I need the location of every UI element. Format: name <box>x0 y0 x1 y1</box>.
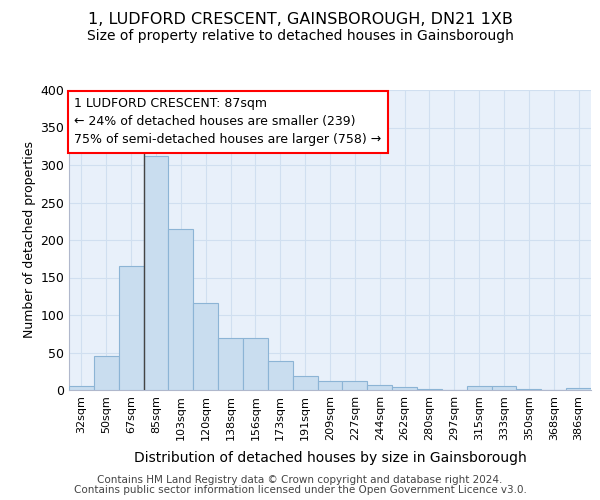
Bar <box>343 381 367 390</box>
Text: 1 LUDFORD CRESCENT: 87sqm
← 24% of detached houses are smaller (239)
75% of semi: 1 LUDFORD CRESCENT: 87sqm ← 24% of detac… <box>74 98 382 146</box>
Bar <box>218 338 243 390</box>
Bar <box>268 361 293 390</box>
Bar <box>243 338 268 390</box>
Y-axis label: Number of detached properties: Number of detached properties <box>23 142 36 338</box>
Bar <box>517 388 541 390</box>
X-axis label: Distribution of detached houses by size in Gainsborough: Distribution of detached houses by size … <box>134 451 526 465</box>
Bar <box>566 388 591 390</box>
Text: Contains public sector information licensed under the Open Government Licence v3: Contains public sector information licen… <box>74 485 526 495</box>
Bar <box>392 387 417 390</box>
Bar <box>69 386 94 390</box>
Bar <box>467 386 491 390</box>
Bar <box>119 266 143 390</box>
Bar <box>94 356 119 390</box>
Text: Size of property relative to detached houses in Gainsborough: Size of property relative to detached ho… <box>86 29 514 43</box>
Bar <box>293 376 317 390</box>
Bar <box>491 386 517 390</box>
Bar <box>317 381 343 390</box>
Bar <box>417 388 442 390</box>
Text: 1, LUDFORD CRESCENT, GAINSBOROUGH, DN21 1XB: 1, LUDFORD CRESCENT, GAINSBOROUGH, DN21 … <box>88 12 512 28</box>
Text: Contains HM Land Registry data © Crown copyright and database right 2024.: Contains HM Land Registry data © Crown c… <box>97 475 503 485</box>
Bar <box>169 229 193 390</box>
Bar <box>143 156 169 390</box>
Bar <box>367 385 392 390</box>
Bar <box>193 303 218 390</box>
